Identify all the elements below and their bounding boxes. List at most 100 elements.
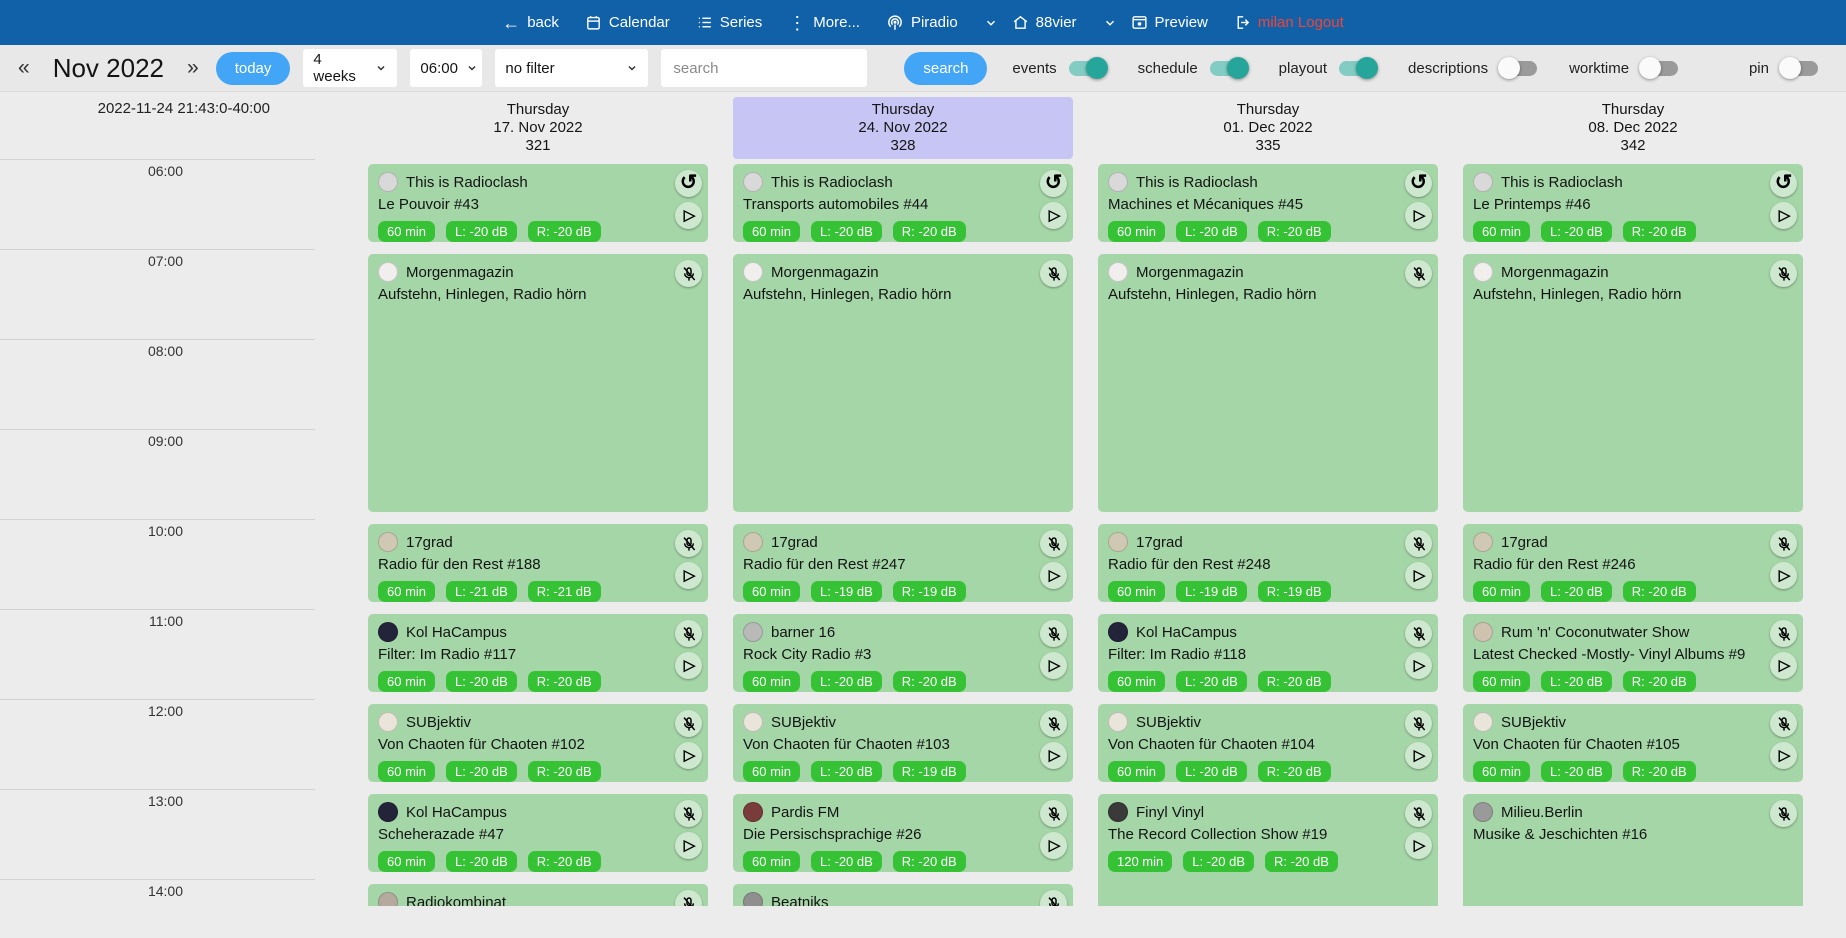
- events-toggle[interactable]: [1068, 56, 1108, 79]
- event-card[interactable]: 17grad Radio für den Rest #247 60 min L: -1…: [733, 524, 1073, 602]
- calendar-scroll-area[interactable]: 2022-11-24 21:43:0-40:00 06:00 07:00 08:00…: [0, 92, 1846, 906]
- mic-off-button[interactable]: [675, 260, 702, 287]
- nav-series[interactable]: Series: [696, 14, 762, 31]
- event-card[interactable]: Beatniks: [733, 884, 1073, 906]
- event-card[interactable]: SUBjektiv Von Chaoten für Chaoten #104 60 …: [1098, 704, 1438, 782]
- play-button[interactable]: ▷: [675, 832, 702, 859]
- mic-off-button[interactable]: [675, 800, 702, 827]
- piradio-dropdown-toggle[interactable]: [984, 16, 995, 30]
- event-card[interactable]: Radiokombinat: [368, 884, 708, 906]
- replay-button[interactable]: ↺: [675, 170, 702, 197]
- start-time-select[interactable]: 06:00: [410, 49, 483, 87]
- mic-off-button[interactable]: [1040, 710, 1067, 737]
- event-card[interactable]: Kol HaCampus Scheherazade #47 60 min L: -20…: [368, 794, 708, 872]
- play-button[interactable]: ▷: [1405, 652, 1432, 679]
- nav-preview[interactable]: Preview: [1131, 14, 1208, 31]
- day-header[interactable]: Thursday 24. Nov 2022 328: [733, 97, 1073, 159]
- event-card[interactable]: 17grad Radio für den Rest #248 60 min L: -1…: [1098, 524, 1438, 602]
- mic-off-button[interactable]: [1040, 260, 1067, 287]
- playout-toggle[interactable]: [1339, 56, 1379, 79]
- next-period-button[interactable]: »: [183, 56, 203, 80]
- mic-off-button[interactable]: [1405, 800, 1432, 827]
- nav-station-piradio[interactable]: Piradio: [886, 14, 958, 32]
- nav-more[interactable]: ⋮ More...: [788, 14, 860, 32]
- event-card[interactable]: Morgenmagazin Aufstehn, Hinlegen, Radio h…: [1463, 254, 1803, 512]
- mic-off-button[interactable]: [675, 530, 702, 557]
- play-button[interactable]: ▷: [1040, 742, 1067, 769]
- prev-period-button[interactable]: «: [14, 56, 34, 80]
- mic-off-button[interactable]: [1770, 260, 1797, 287]
- day-header[interactable]: Thursday 17. Nov 2022 321: [368, 97, 708, 159]
- mic-off-button[interactable]: [1405, 620, 1432, 647]
- replay-button[interactable]: ↺: [1770, 170, 1797, 197]
- mic-off-button[interactable]: [1405, 530, 1432, 557]
- search-input[interactable]: [661, 49, 868, 87]
- mic-off-button[interactable]: [1770, 710, 1797, 737]
- mic-off-button[interactable]: [1770, 530, 1797, 557]
- event-card[interactable]: 17grad Radio für den Rest #246 60 min L: -2…: [1463, 524, 1803, 602]
- event-card[interactable]: barner 16 Rock City Radio #3 60 min L: -20 …: [733, 614, 1073, 692]
- replay-button[interactable]: ↺: [1405, 170, 1432, 197]
- mic-off-button[interactable]: [1040, 620, 1067, 647]
- today-button[interactable]: today: [215, 51, 291, 85]
- play-button[interactable]: ▷: [675, 742, 702, 769]
- play-button[interactable]: ▷: [1405, 832, 1432, 859]
- descriptions-toggle[interactable]: [1498, 56, 1538, 79]
- event-card[interactable]: Finyl Vinyl The Record Collection Show #1…: [1098, 794, 1438, 906]
- replay-button[interactable]: ↺: [1040, 170, 1067, 197]
- event-card[interactable]: This is Radioclash Le Pouvoir #43 60 min L:…: [368, 164, 708, 242]
- play-button[interactable]: ▷: [1405, 202, 1432, 229]
- play-button[interactable]: ▷: [1040, 832, 1067, 859]
- day-header[interactable]: Thursday 01. Dec 2022 335: [1098, 97, 1438, 159]
- event-card[interactable]: SUBjektiv Von Chaoten für Chaoten #105 60 …: [1463, 704, 1803, 782]
- mic-off-button[interactable]: [1040, 530, 1067, 557]
- search-button[interactable]: search: [904, 51, 988, 85]
- play-button[interactable]: ▷: [1040, 202, 1067, 229]
- mic-off-button[interactable]: [675, 710, 702, 737]
- mic-off-button[interactable]: [675, 890, 702, 906]
- mic-off-button[interactable]: [1040, 800, 1067, 827]
- play-button[interactable]: ▷: [1770, 742, 1797, 769]
- play-button[interactable]: ▷: [1040, 562, 1067, 589]
- play-button[interactable]: ▷: [675, 652, 702, 679]
- event-card[interactable]: Kol HaCampus Filter: Im Radio #117 60 min L…: [368, 614, 708, 692]
- day-header[interactable]: Thursday 08. Dec 2022 342: [1463, 97, 1803, 159]
- nav-calendar[interactable]: Calendar: [585, 14, 670, 31]
- play-button[interactable]: ▷: [675, 562, 702, 589]
- pin-toggle[interactable]: [1779, 56, 1818, 79]
- mic-off-button[interactable]: [1405, 710, 1432, 737]
- mic-off-button[interactable]: [675, 620, 702, 647]
- play-button[interactable]: ▷: [1040, 652, 1067, 679]
- logout-button[interactable]: milan Logout: [1234, 14, 1344, 31]
- play-button[interactable]: ▷: [1770, 652, 1797, 679]
- event-card[interactable]: Morgenmagazin Aufstehn, Hinlegen, Radio h…: [733, 254, 1073, 512]
- event-card[interactable]: This is Radioclash Transports automobiles…: [733, 164, 1073, 242]
- back-button[interactable]: ← back: [502, 14, 559, 32]
- event-card[interactable]: Milieu.Berlin Musike & Jeschichten #16: [1463, 794, 1803, 906]
- event-card[interactable]: Kol HaCampus Filter: Im Radio #118 60 min L…: [1098, 614, 1438, 692]
- event-card[interactable]: 17grad Radio für den Rest #188 60 min L: -2…: [368, 524, 708, 602]
- play-button[interactable]: ▷: [1405, 562, 1432, 589]
- event-card[interactable]: Morgenmagazin Aufstehn, Hinlegen, Radio h…: [368, 254, 708, 512]
- worktime-toggle[interactable]: [1639, 56, 1679, 79]
- mic-off-button[interactable]: [1405, 260, 1432, 287]
- filter-select[interactable]: no filter: [495, 49, 649, 87]
- event-card[interactable]: Morgenmagazin Aufstehn, Hinlegen, Radio h…: [1098, 254, 1438, 512]
- event-card[interactable]: Pardis FM Die Persischsprachige #26 60 min…: [733, 794, 1073, 872]
- play-button[interactable]: ▷: [675, 202, 702, 229]
- event-card[interactable]: SUBjektiv Von Chaoten für Chaoten #103 60 …: [733, 704, 1073, 782]
- event-card[interactable]: SUBjektiv Von Chaoten für Chaoten #102 60 …: [368, 704, 708, 782]
- event-card[interactable]: This is Radioclash Le Printemps #46 60 min…: [1463, 164, 1803, 242]
- schedule-toggle[interactable]: [1209, 56, 1249, 79]
- range-select[interactable]: 4 weeks: [303, 49, 398, 87]
- nav-channel-88vier[interactable]: 88vier: [1012, 14, 1077, 31]
- channel-dropdown-toggle[interactable]: [1103, 16, 1114, 30]
- event-card[interactable]: This is Radioclash Machines et Mécaniques…: [1098, 164, 1438, 242]
- play-button[interactable]: ▷: [1405, 742, 1432, 769]
- event-card[interactable]: Rum 'n' Coconutwater Show Latest Checked …: [1463, 614, 1803, 692]
- play-button[interactable]: ▷: [1770, 562, 1797, 589]
- play-button[interactable]: ▷: [1770, 202, 1797, 229]
- mic-off-button[interactable]: [1770, 620, 1797, 647]
- mic-off-button[interactable]: [1770, 800, 1797, 827]
- mic-off-button[interactable]: [1040, 890, 1067, 906]
